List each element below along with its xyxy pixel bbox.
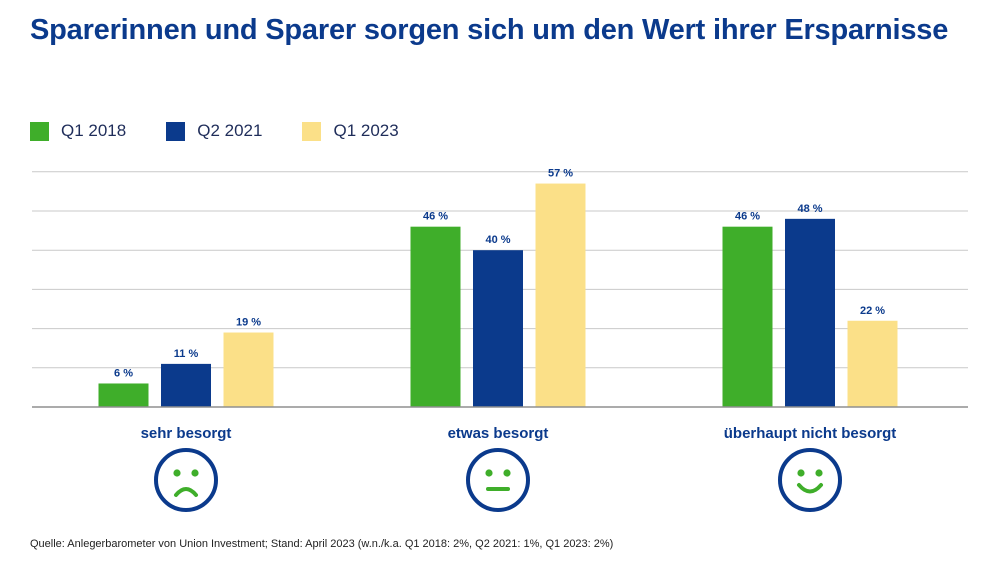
data-label: 57 % (548, 168, 573, 180)
data-label: 6 % (114, 367, 133, 379)
legend-swatch-q2-2021 (166, 121, 186, 141)
neutral-face-icon (466, 448, 530, 512)
legend-item-q2-2021: Q2 2021 (166, 121, 262, 141)
bar (410, 226, 461, 407)
face-eye (815, 469, 823, 477)
face-eye (797, 469, 805, 477)
data-label: 46 % (735, 211, 760, 223)
source-note: Quelle: Anlegerbarometer von Union Inves… (30, 538, 614, 550)
bar (473, 250, 523, 407)
face-mouth (174, 487, 198, 497)
bar (847, 320, 898, 407)
data-label: 19 % (236, 317, 261, 329)
chart-legend: Q1 2018 Q2 2021 Q1 2023 (30, 121, 439, 141)
legend-label-q2-2021: Q2 2021 (197, 121, 263, 140)
face-outline (778, 448, 842, 512)
face-eye (191, 469, 199, 477)
legend-label-q1-2018: Q1 2018 (61, 121, 127, 140)
category-label: etwas besorgt (448, 425, 549, 442)
happy-face-icon (778, 448, 842, 512)
sad-face-icon (154, 448, 218, 512)
legend-item-q1-2023: Q1 2023 (302, 121, 399, 141)
category-label: sehr besorgt (141, 425, 232, 442)
legend-swatch-q1-2023 (302, 121, 322, 141)
face-mouth (797, 483, 823, 494)
face-outline (154, 448, 218, 512)
face-eye (503, 469, 511, 477)
legend-item-q1-2018: Q1 2018 (30, 121, 126, 141)
bar (223, 332, 274, 407)
bar (161, 363, 211, 407)
bar (98, 383, 149, 407)
category-label: überhaupt nicht besorgt (724, 425, 897, 442)
data-label: 48 % (797, 203, 822, 215)
legend-swatch-q1-2018 (30, 121, 49, 141)
data-label: 46 % (423, 211, 448, 223)
data-label: 11 % (174, 348, 199, 360)
face-eye (485, 469, 493, 477)
face-outline (466, 448, 530, 512)
bar (722, 226, 773, 407)
bar (535, 183, 586, 407)
chart-title: Sparerinnen und Sparer sorgen sich um de… (30, 14, 949, 46)
data-label: 22 % (860, 305, 885, 317)
data-label: 40 % (485, 234, 510, 246)
face-eye (173, 469, 181, 477)
bar (785, 218, 835, 407)
legend-label-q1-2023: Q1 2023 (333, 121, 399, 140)
